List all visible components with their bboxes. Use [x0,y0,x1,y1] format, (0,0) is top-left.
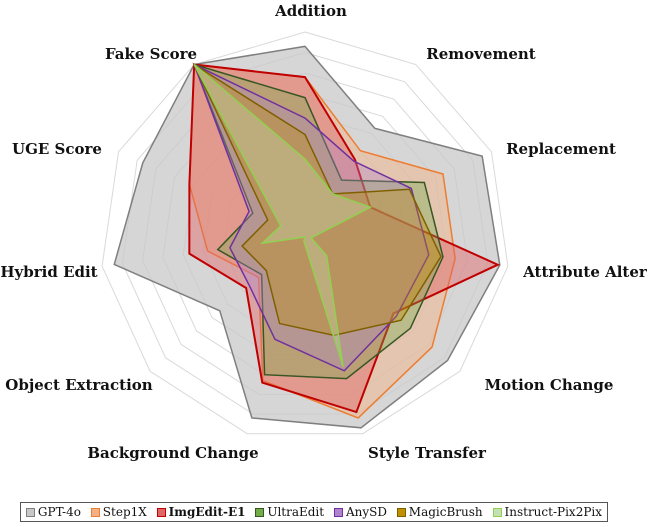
axis-label-addition: Addition [274,2,347,20]
legend-label: ImgEdit-E1 [168,505,246,519]
series-polygon-anysd [192,63,430,372]
legend-swatch [396,507,406,517]
legend-label: UltraEdit [267,505,325,519]
grid-ring [101,31,509,435]
legend-swatch [25,507,35,517]
series-polygon-magicbrush [192,62,442,337]
series-polygon-instruct-pix2pix [193,63,373,368]
series-polygon-imgedit-e1 [188,63,501,414]
legend-label: Step1X [102,505,147,519]
axis-label-replacement: Replacement [506,140,616,158]
legend: GPT-4o Step1X ImgEdit-E1 UltraEdit AnySD Magi… [20,502,608,522]
axis-label-uge-score: UGE Score [12,140,102,158]
legend-label: Instruct-Pix2Pix [504,505,603,519]
legend-item: Step1X [90,505,147,519]
legend-item: MagicBrush [396,505,483,519]
legend-swatch [255,507,265,517]
legend-item: AnySD [333,505,387,519]
series-polygon-gpt-4o [113,45,501,429]
axis-label-style-transfer: Style Transfer [368,444,487,462]
legend-label: MagicBrush [408,505,483,519]
legend-item: ImgEdit-E1 [156,505,246,519]
axis-label-background-change: Background Change [87,444,258,462]
axis-label-hybrid-edit: Hybrid Edit [0,263,97,281]
legend-swatch [333,507,343,517]
legend-item: Instruct-Pix2Pix [492,505,603,519]
legend-label: AnySD [345,505,387,519]
legend-item: GPT-4o [25,505,81,519]
legend-item: UltraEdit [255,505,324,519]
legend-swatch [492,507,502,517]
legend-label: GPT-4o [37,505,81,519]
axis-label-object-extraction: Object Extraction [5,376,153,394]
legend-swatch [90,507,100,517]
axis-label-fake-score: Fake Score [105,45,197,63]
axis-label-motion-change: Motion Change [485,376,614,394]
series-group [113,45,501,429]
axis-label-attribute-alter: Attribute Alter [522,263,648,281]
axis-label-removement: Removement [426,45,535,63]
series-polygon-ultraedit [192,63,444,380]
legend-swatch [156,507,166,517]
